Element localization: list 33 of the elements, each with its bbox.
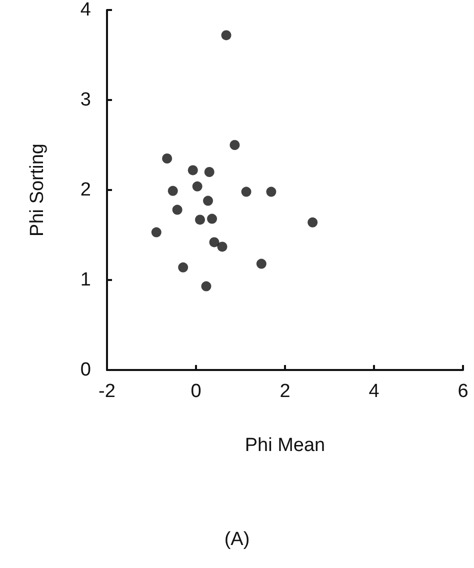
y-tick-label: 2 bbox=[80, 180, 91, 200]
point bbox=[204, 167, 214, 177]
x-tick-label: 4 bbox=[368, 381, 380, 402]
point bbox=[241, 186, 252, 197]
point bbox=[151, 227, 162, 238]
point bbox=[168, 186, 178, 196]
x-axis-title: Phi Mean bbox=[244, 435, 326, 456]
y-axis-title: Phi Sorting bbox=[27, 144, 48, 236]
point bbox=[207, 214, 218, 224]
point bbox=[195, 214, 206, 225]
y-tick-label: 1 bbox=[80, 270, 91, 290]
y-tick-label: 3 bbox=[80, 90, 91, 110]
point bbox=[256, 258, 266, 269]
point bbox=[178, 262, 188, 272]
point bbox=[203, 196, 214, 206]
point bbox=[209, 237, 220, 248]
point bbox=[188, 165, 198, 176]
point bbox=[217, 242, 228, 252]
x-tick-label: -2 bbox=[98, 381, 116, 402]
point bbox=[266, 186, 276, 197]
x-tick-label: 0 bbox=[190, 381, 202, 402]
y-tick-label: 0 bbox=[80, 360, 91, 380]
x-tick-label: 6 bbox=[458, 381, 468, 402]
point bbox=[308, 217, 318, 228]
point bbox=[172, 204, 182, 215]
point bbox=[162, 154, 172, 164]
y-tick-label: 4 bbox=[80, 0, 92, 20]
point bbox=[221, 30, 232, 40]
text: (A) bbox=[224, 529, 250, 550]
point bbox=[230, 140, 240, 150]
point bbox=[201, 281, 212, 292]
x-tick-label: 2 bbox=[280, 381, 290, 402]
point bbox=[192, 181, 202, 192]
